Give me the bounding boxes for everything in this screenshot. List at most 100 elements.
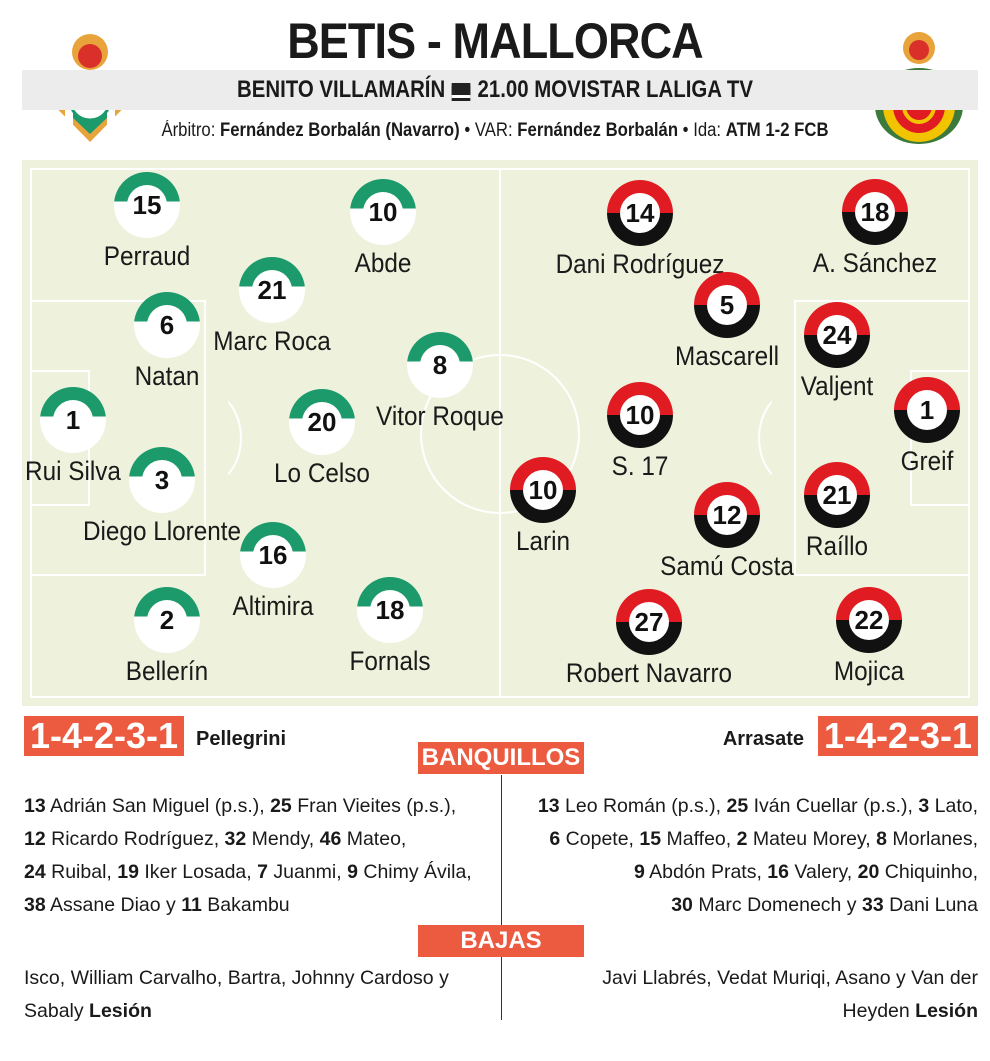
bench-player: Assane Diao y — [50, 894, 182, 916]
bench-number: 32 — [224, 828, 247, 850]
shirt-number-badge: 12 — [694, 482, 760, 548]
away-coach: Arrasate — [722, 728, 804, 750]
bench-number: 25 — [270, 795, 292, 817]
var-label: VAR: — [474, 120, 513, 141]
first-leg: ATM 1-2 FCB — [725, 120, 829, 141]
shirt-number: 21 — [252, 270, 292, 310]
bench-heading: BANQUILLOS — [418, 742, 584, 774]
shirt-number-badge: 16 — [240, 522, 306, 588]
bench-player: Adrián San Miguel (p.s.), — [50, 795, 271, 817]
bench-number: 11 — [181, 894, 202, 916]
away-absence-reason: Lesión — [915, 1000, 978, 1022]
away-absences: Javi Llabrés, Vedat Muriqi, Asano y Van … — [558, 962, 978, 1028]
shirt-number: 18 — [370, 590, 410, 630]
player-name: Natan — [134, 361, 200, 391]
var-referee: Fernández Borbalán — [517, 120, 679, 141]
shirt-number: 27 — [629, 602, 669, 642]
bench-number: 2 — [736, 828, 748, 850]
bench-number: 12 — [24, 828, 46, 850]
bench-player: Valery, — [794, 861, 858, 883]
shirt-number-badge: 6 — [134, 292, 200, 358]
player-name: Mascarell — [675, 341, 779, 371]
home-formation: 1-4-2-3-1 — [24, 716, 184, 756]
shirt-number: 18 — [855, 192, 895, 232]
bench-player: Ricardo Rodríguez, — [51, 828, 225, 850]
player-name: Robert Navarro — [565, 658, 733, 688]
officials: Árbitro: Fernández Borbalán (Navarro) • … — [161, 120, 829, 141]
shirt-number-badge: 10 — [350, 179, 416, 245]
shirt-number: 8 — [420, 345, 460, 385]
shirt-number: 10 — [363, 192, 403, 232]
player-name: Mojica — [833, 656, 905, 686]
player-name: Larin — [515, 526, 571, 556]
bench-player: Marc Domenech y — [698, 894, 862, 916]
bench-number: 8 — [876, 828, 887, 850]
bench-player: Chiquinho, — [884, 861, 978, 883]
shirt-number: 24 — [817, 315, 857, 355]
shirt-number-badge: 24 — [804, 302, 870, 368]
bench-player: Dani Luna — [889, 894, 978, 916]
shirt-number: 16 — [253, 535, 293, 575]
home-absence-reason: Lesión — [89, 1000, 152, 1022]
broadcast: 21.00 MOVISTAR LALIGA TV — [477, 76, 753, 103]
bench-number: 33 — [861, 894, 884, 916]
bench-number: 9 — [347, 861, 358, 883]
shirt-number: 6 — [147, 305, 187, 345]
shirt-number-badge: 3 — [129, 447, 195, 513]
home-bench: 13 Adrián San Miguel (p.s.), 25 Fran Vie… — [24, 790, 484, 922]
shirt-number-badge: 10 — [510, 457, 576, 523]
player-name: Abde — [354, 248, 412, 278]
shirt-number-badge: 15 — [114, 172, 180, 238]
shirt-number-badge: 1 — [40, 387, 106, 453]
shirt-number: 22 — [849, 600, 889, 640]
bench-number: 15 — [639, 828, 662, 850]
match-title: BETIS - MALLORCA — [287, 13, 703, 69]
player-name: Valjent — [800, 371, 874, 401]
bench-number: 46 — [319, 828, 342, 850]
player-name: Lo Celso — [274, 458, 370, 488]
bench-player: Chimy Ávila, — [363, 861, 472, 883]
shirt-number-badge: 21 — [239, 257, 305, 323]
venue: BENITO VILLAMARÍN — [237, 76, 446, 103]
bench-number: 13 — [537, 795, 560, 817]
shirt-number: 20 — [302, 402, 342, 442]
tv-icon — [452, 83, 471, 99]
bench-player: Mateu Morey, — [752, 828, 877, 850]
shirt-number: 12 — [707, 495, 747, 535]
shirt-number-badge: 22 — [836, 587, 902, 653]
shirt-number-badge: 21 — [804, 462, 870, 528]
player-name: Altimira — [232, 591, 314, 621]
bench-player: Morlanes, — [892, 828, 978, 850]
shirt-number-badge: 27 — [616, 589, 682, 655]
player-name: Rui Silva — [25, 456, 121, 486]
home-absences: Isco, William Carvalho, Bartra, Johnny C… — [24, 962, 474, 1028]
bench-number: 7 — [257, 861, 268, 883]
referee-label: Árbitro: — [161, 120, 216, 141]
first-leg-label: Ida: — [693, 120, 722, 141]
bench-player: Iker Losada, — [144, 861, 258, 883]
venue-broadcast: BENITO VILLAMARÍN 21.00 MOVISTAR LALIGA T… — [74, 76, 916, 104]
bench-player: Iván Cuellar (p.s.), — [753, 795, 919, 817]
home-absences-list: Isco, William Carvalho, Bartra, Johnny C… — [24, 967, 449, 1022]
player-name: Fornals — [349, 646, 431, 676]
shirt-number-badge: 1 — [894, 377, 960, 443]
shirt-number: 2 — [147, 600, 187, 640]
shirt-number: 5 — [707, 285, 747, 325]
bench-player: Fran Vieites (p.s.), — [297, 795, 457, 817]
player-name: Marc Roca — [213, 326, 331, 356]
player-name: Vitor Roque — [376, 401, 504, 431]
player-name: A. Sánchez — [812, 248, 938, 278]
home-coach: Pellegrini — [196, 728, 287, 750]
away-bench: 13 Leo Román (p.s.), 25 Iván Cuellar (p.… — [518, 790, 978, 922]
bench-number: 25 — [726, 795, 749, 817]
bench-number: 38 — [24, 894, 46, 916]
shirt-number-badge: 10 — [607, 382, 673, 448]
bench-number: 13 — [24, 795, 46, 817]
shirt-number: 15 — [127, 185, 167, 225]
shirt-number-badge: 20 — [289, 389, 355, 455]
shirt-number-badge: 5 — [694, 272, 760, 338]
bench-number: 20 — [857, 861, 880, 883]
shirt-number: 21 — [817, 475, 857, 515]
shirt-number-badge: 8 — [407, 332, 473, 398]
shirt-number-badge: 18 — [842, 179, 908, 245]
